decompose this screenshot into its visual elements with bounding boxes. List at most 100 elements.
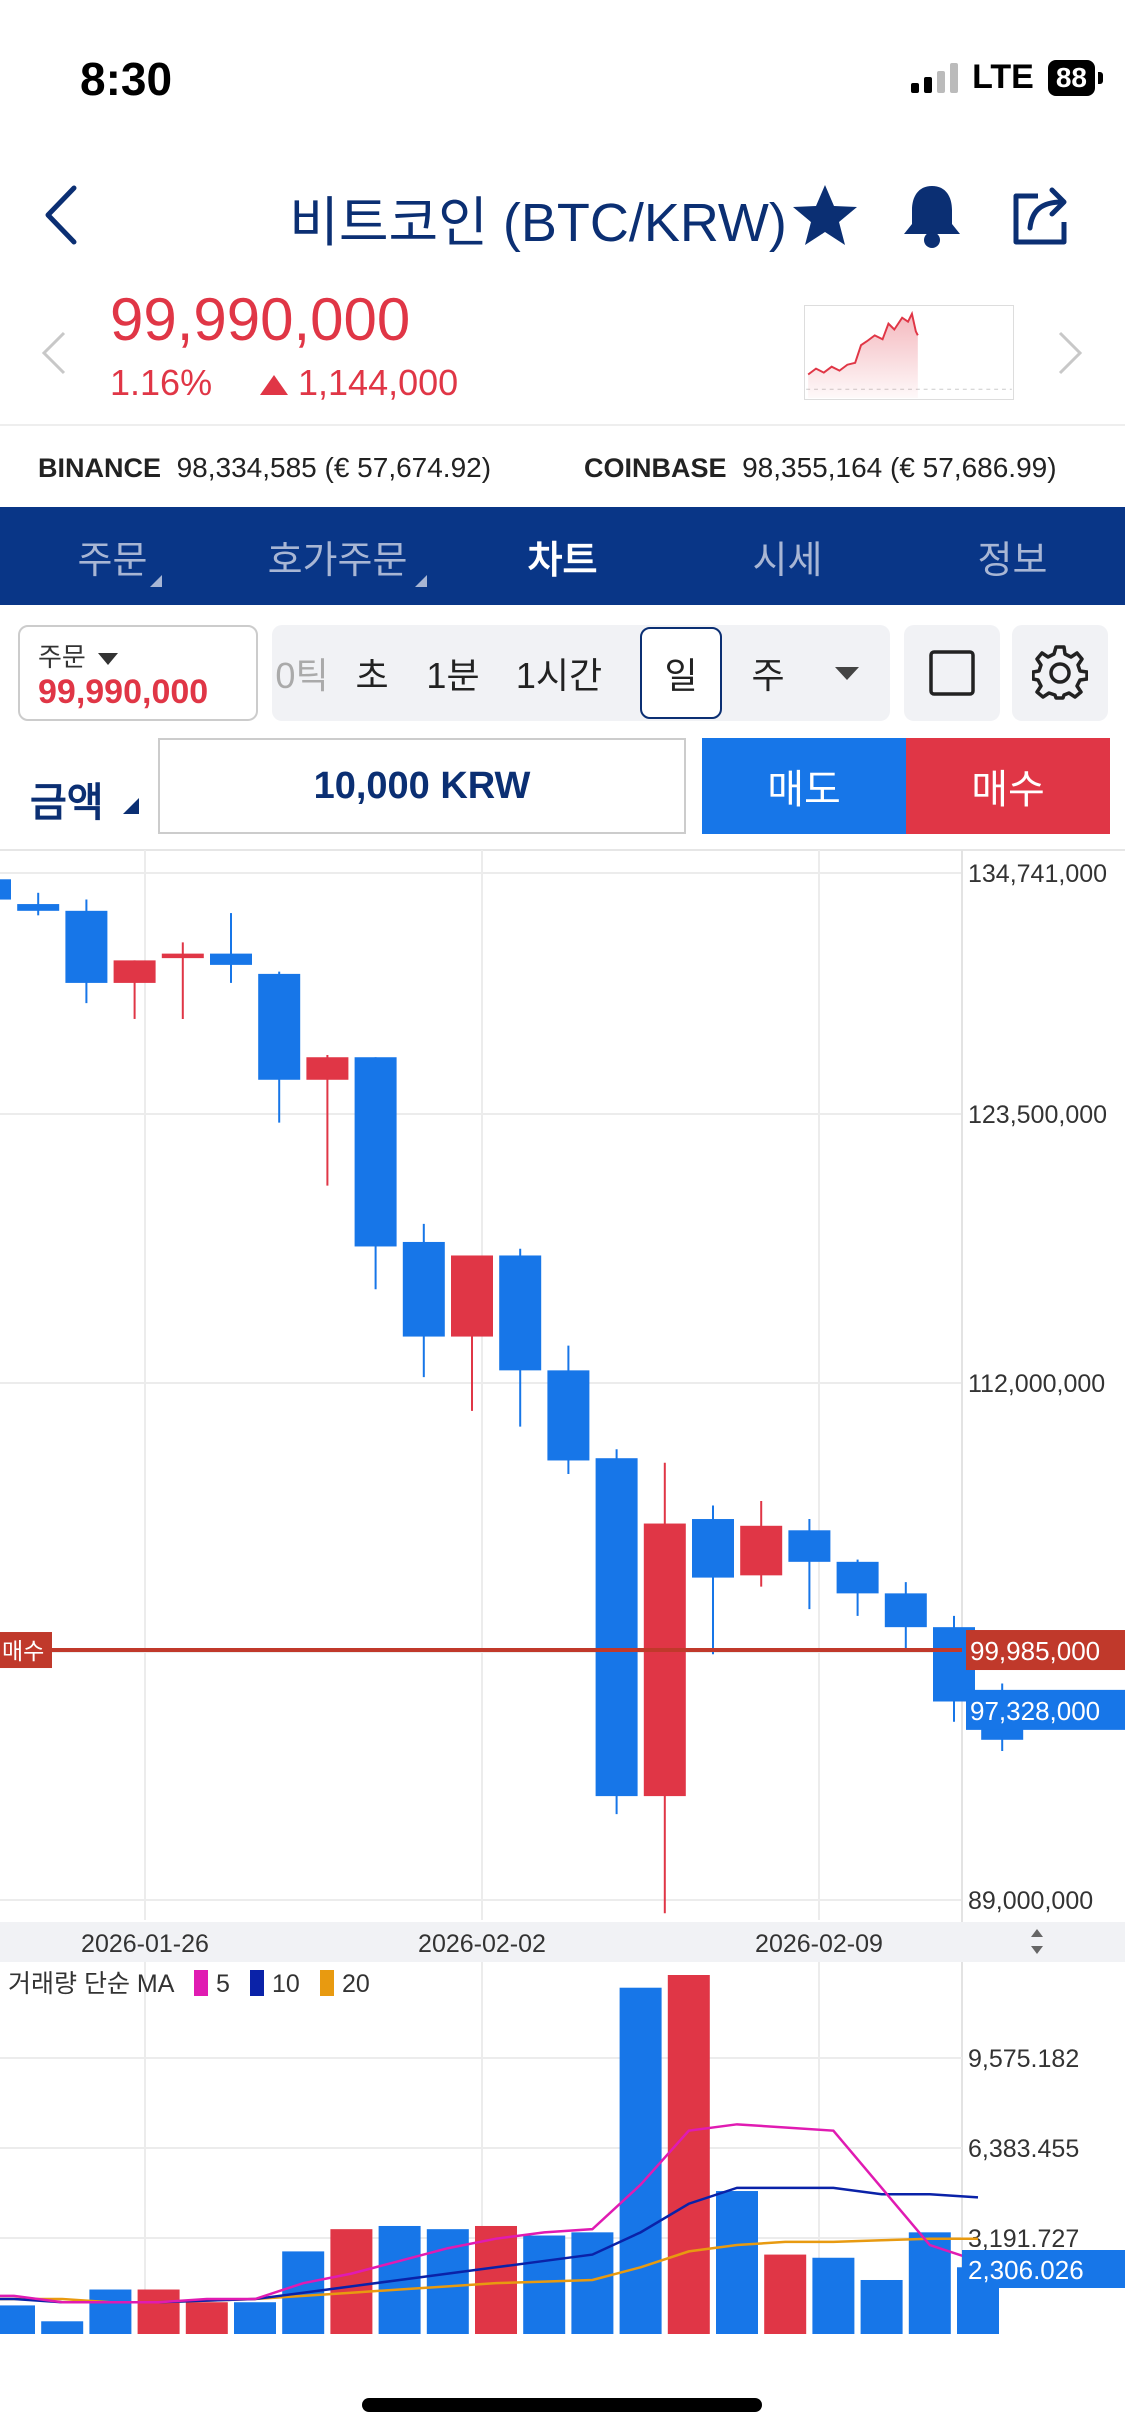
bell-icon[interactable] bbox=[898, 180, 966, 250]
change-amount: 1,144,000 bbox=[258, 362, 458, 404]
current-volume-tag bbox=[962, 2250, 1125, 2288]
chart-type-button[interactable] bbox=[904, 625, 1000, 721]
back-icon[interactable] bbox=[40, 182, 80, 248]
volume-bar bbox=[89, 2289, 132, 2334]
page-title: 비트코인 (BTC/KRW) bbox=[289, 193, 787, 253]
candle bbox=[17, 892, 60, 916]
volume-bar bbox=[619, 1987, 662, 2334]
ma-swatch bbox=[194, 1970, 208, 1996]
candle-body bbox=[836, 1561, 879, 1594]
volume-bar bbox=[523, 2235, 566, 2334]
candle-body bbox=[65, 910, 108, 983]
price-axis-label: 134,741,000 bbox=[968, 860, 1107, 888]
candle-body bbox=[451, 1255, 493, 1337]
volume-bar bbox=[764, 2254, 807, 2334]
volume-legend-label: 거래량 단순 MA bbox=[8, 1970, 175, 1998]
volume-bar bbox=[716, 2191, 758, 2334]
price-chart[interactable]: 134,741,000123,500,000112,000,000100,500… bbox=[0, 848, 1125, 2338]
candle bbox=[499, 1248, 542, 1427]
volume-bar bbox=[137, 2289, 180, 2334]
candle bbox=[692, 1505, 734, 1655]
star-icon[interactable] bbox=[790, 182, 860, 248]
sub-menu-indicator bbox=[415, 575, 427, 587]
next-coin-icon[interactable] bbox=[1056, 330, 1084, 376]
exchange-value: 98,355,164 (€ 57,686.99) bbox=[742, 452, 1057, 483]
resize-handle-icon[interactable] bbox=[1031, 1929, 1043, 1954]
timeframe-hour[interactable]: 1시간 bbox=[515, 655, 603, 696]
battery-icon: 88 bbox=[1047, 59, 1104, 96]
mini-chart bbox=[804, 305, 1014, 400]
candle-body bbox=[306, 1057, 349, 1080]
sub-menu-indicator bbox=[150, 575, 162, 587]
current-price-label: 97,328,000 bbox=[970, 1696, 1100, 1726]
volume-bar bbox=[475, 2225, 517, 2334]
tab-quote-order[interactable]: 호가주문 bbox=[225, 507, 450, 605]
sell-button[interactable]: 매도 bbox=[702, 738, 906, 834]
volume-bar bbox=[812, 2257, 855, 2334]
ma-legend-label: 5 bbox=[216, 1970, 230, 1998]
timeframe-week[interactable]: 주 bbox=[751, 655, 785, 696]
amount-label[interactable]: 금액 bbox=[30, 770, 141, 828]
price-axis-label: 123,500,000 bbox=[968, 1101, 1107, 1129]
price-axis-label: 112,000,000 bbox=[968, 1370, 1105, 1398]
timeframe-second[interactable]: 초 bbox=[355, 655, 389, 696]
order-price: 99,990,000 bbox=[38, 673, 209, 711]
date-label: 2026-02-02 bbox=[418, 1930, 546, 1958]
volume-axis-label: 6,383.455 bbox=[968, 2135, 1079, 2163]
status-indicators: LTE 88 bbox=[911, 58, 1104, 97]
candle bbox=[306, 1054, 349, 1186]
candle bbox=[258, 971, 301, 1123]
buy-price-label: 99,985,000 bbox=[970, 1636, 1100, 1666]
order-label: 주문 bbox=[38, 637, 119, 674]
tab-order[interactable]: 주문 bbox=[0, 507, 225, 605]
candle-body bbox=[740, 1525, 783, 1576]
buy-price-tag bbox=[966, 1630, 1125, 1671]
candle-body bbox=[884, 1593, 927, 1628]
exchange-coinbase: COINBASE 98,355,164 (€ 57,686.99) bbox=[584, 452, 1057, 484]
up-triangle-icon bbox=[260, 375, 288, 396]
prev-coin-icon[interactable] bbox=[40, 330, 68, 376]
current-volume-label: 2,306.026 bbox=[968, 2255, 1084, 2285]
timeframe-day[interactable]: 일 bbox=[640, 627, 722, 719]
candle bbox=[113, 960, 156, 1019]
current-price-tag bbox=[966, 1689, 1125, 1730]
change-amount-value: 1,144,000 bbox=[298, 362, 459, 403]
tab-chart[interactable]: 차트 bbox=[450, 507, 675, 605]
tab-label: 정보 bbox=[977, 539, 1048, 582]
coin-selector[interactable]: 비트코인 (BTC/KRW) bbox=[0, 178, 1125, 257]
buy-button[interactable]: 매수 bbox=[906, 738, 1110, 834]
order-price-box[interactable]: 주문 99,990,000 bbox=[18, 625, 258, 721]
timeframe-minute[interactable]: 1분 bbox=[426, 655, 480, 696]
tab-info[interactable]: 정보 bbox=[900, 507, 1125, 605]
volume-bar bbox=[234, 2302, 276, 2334]
volume-bar bbox=[330, 2229, 373, 2334]
share-icon[interactable] bbox=[1008, 182, 1074, 248]
buy-marker-label: 매수 bbox=[2, 1638, 44, 1664]
date-axis-bar bbox=[0, 1922, 1125, 1962]
tab-label: 차트 bbox=[527, 539, 598, 582]
volume-bar bbox=[185, 2302, 228, 2334]
buy-marker-tag bbox=[0, 1632, 52, 1669]
candle-body bbox=[258, 973, 301, 1080]
chart-settings-button[interactable] bbox=[1012, 625, 1108, 721]
ma-swatch bbox=[250, 1970, 264, 1996]
candle bbox=[161, 942, 204, 1019]
ma-legend-label: 10 bbox=[272, 1970, 300, 1998]
candle bbox=[836, 1559, 879, 1616]
candle bbox=[354, 1057, 397, 1290]
gear-icon bbox=[1032, 645, 1088, 700]
network-label: LTE bbox=[972, 58, 1034, 96]
candle bbox=[210, 913, 252, 983]
candle-body bbox=[595, 1458, 638, 1797]
candle bbox=[788, 1519, 831, 1610]
home-indicator bbox=[362, 2398, 762, 2412]
tab-market[interactable]: 시세 bbox=[675, 507, 900, 605]
amount-input[interactable]: 10,000 KRW bbox=[158, 738, 686, 834]
timeframe-tick[interactable]: 0틱 bbox=[275, 655, 329, 696]
candle bbox=[402, 1223, 445, 1378]
candle-body bbox=[643, 1523, 686, 1797]
candle bbox=[595, 1449, 638, 1815]
candle bbox=[643, 1462, 686, 1914]
timeframe-more[interactable] bbox=[812, 625, 882, 721]
candle-body bbox=[113, 960, 156, 983]
